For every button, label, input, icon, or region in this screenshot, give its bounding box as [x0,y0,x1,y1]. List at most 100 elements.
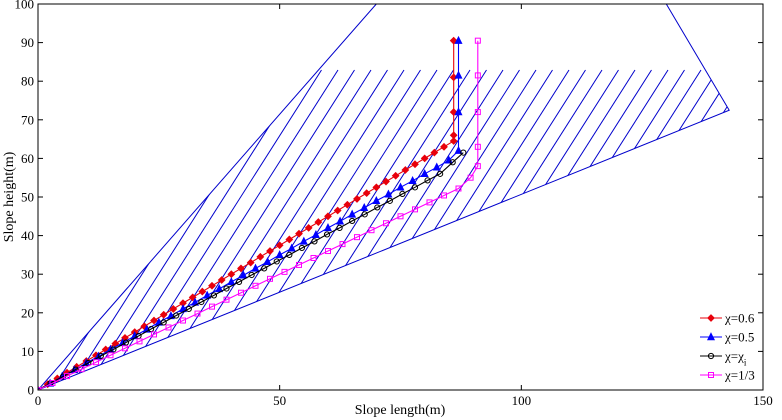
data-point [354,234,360,241]
legend-marker [707,314,715,322]
y-tick-label: 80 [21,74,34,89]
data-point [78,366,85,373]
data-point [430,148,439,157]
data-point [323,223,333,232]
data-point [210,292,218,299]
data-point [362,189,371,198]
x-tick-label: 50 [273,393,286,408]
series-layer [38,35,481,390]
hatch-line [772,70,782,400]
data-point [180,317,186,324]
legend-label: χ=χi [724,349,747,368]
data-point [198,287,207,296]
data-point [266,247,274,255]
data-point [323,231,331,238]
data-point [449,159,456,166]
data-point [110,346,117,353]
data-point [412,206,418,213]
y-tick-label: 90 [21,35,34,50]
y-tick-label: 40 [21,228,34,243]
data-point [285,235,294,244]
data-point [386,197,393,204]
y-tick-label: 60 [21,151,34,166]
x-tick-label: 100 [512,393,532,408]
data-point [188,293,197,302]
data-point [420,154,429,163]
data-point [420,169,429,178]
legend-entry: χ=χi [700,349,747,368]
data-point [256,252,265,261]
y-axis-label: Slope height(m) [2,151,17,242]
data-point [474,37,481,44]
data-point [248,271,255,279]
data-point [474,143,481,150]
axes: 0 50 100 150 0 10 20 30 40 50 60 70 80 90 100 [15,0,773,408]
data-point [263,257,272,266]
data-point [396,182,405,191]
data-point [203,290,212,299]
data-point [437,170,444,177]
y-tick-label: 100 [15,0,35,12]
data-point [368,227,375,234]
legend-entry: χ=1/3 [700,368,755,383]
data-point [93,359,99,366]
data-point [287,243,296,252]
data-point [122,345,128,352]
y-tick-label: 30 [21,267,34,282]
data-point [311,238,318,245]
hatch-boundary [38,4,730,390]
data-point [325,248,331,255]
data-point [383,220,389,227]
data-point [151,331,157,338]
data-point [159,310,168,319]
data-point [208,281,216,290]
data-point [251,263,260,272]
series-line [38,152,464,390]
data-point [426,199,433,206]
data-point [424,177,431,184]
data-point [160,319,167,326]
legend-label: χ=0.6 [724,311,755,326]
data-point [311,230,320,239]
data-point [235,278,243,286]
data-point [372,183,381,192]
y-tick-label: 0 [28,383,35,398]
y-tick-label: 10 [21,344,34,359]
data-point [298,244,305,252]
data-point [382,177,390,186]
data-point [361,211,368,218]
data-point [107,352,114,359]
legend-marker [708,372,714,378]
data-point [343,200,352,209]
data-point [411,160,419,169]
y-tick-label: 20 [21,305,34,320]
data-point [449,131,458,140]
legend-entry: χ=0.5 [700,330,754,345]
data-point [185,305,192,313]
data-point [441,192,447,199]
data-point [397,213,404,220]
data-point [173,312,180,319]
x-axis-label: Slope length(m) [355,403,446,418]
data-point [237,264,245,273]
data-point [122,339,130,346]
data-point [474,109,481,116]
data-point [440,142,448,151]
data-point [82,358,91,367]
data-point [474,72,481,79]
legend: χ=0.6 χ=0.5 χ=χiχ=1/3 [700,311,755,383]
data-point [449,36,458,45]
data-point [275,241,284,250]
data-point [348,209,357,218]
data-point [217,276,226,284]
x-tick-label: 150 [753,393,773,408]
data-point [336,216,345,225]
data-point [408,175,417,184]
data-point [454,145,463,154]
data-point [401,166,410,174]
data-point [261,265,268,272]
data-point [384,189,393,198]
data-point [474,163,481,170]
y-tick-label: 70 [21,112,34,127]
data-point [295,229,303,238]
